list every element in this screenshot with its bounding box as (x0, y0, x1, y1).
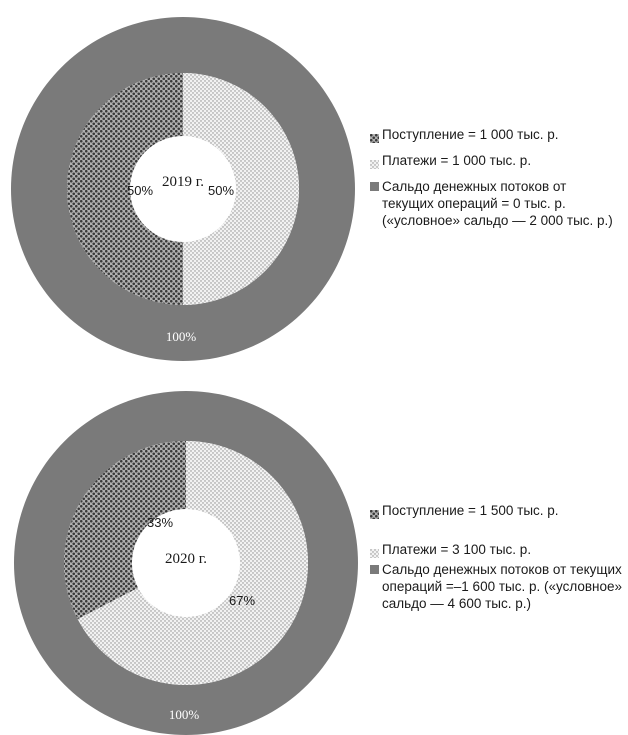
legend-2020: Поступление = 1 500 тыс. р. Платежи = 3 … (370, 502, 628, 621)
legend-label: Поступление = 1 000 тыс. р. (382, 127, 559, 142)
percent-label-payments: 67% (229, 593, 255, 608)
legend-label-line: текущих операций = 0 тыс. р. (382, 196, 566, 211)
legend-item-receipts: Поступление = 1 000 тыс. р. (370, 126, 625, 143)
inner-slice-receipts (67, 73, 183, 305)
legend-label: Поступление = 1 500 тыс. р. (382, 503, 559, 518)
donut-chart-2020: 33% 67% 100% 2020 г. (13, 391, 358, 735)
chart-year-title: 2020 г. (165, 551, 207, 567)
legend-label-line: операций =–1 600 тыс. р. («условное» (382, 579, 623, 594)
inner-slice-payments (183, 73, 299, 305)
percent-label-balance: 100% (169, 707, 200, 722)
legend-label-line: Сальдо денежных потоков от текущих (382, 562, 622, 577)
legend-label-line: сальдо — 4 600 тыс. р.) (382, 596, 531, 611)
legend-label-line: («условное» сальдо — 2 000 тыс. р.) (382, 213, 613, 228)
legend-item-receipts: Поступление = 1 500 тыс. р. (370, 502, 628, 519)
inner-slice-receipts (64, 441, 186, 620)
dense-dots-swatch-icon (370, 506, 379, 519)
percent-label-payments: 50% (208, 183, 234, 198)
solid-gray-swatch-icon (370, 182, 379, 191)
legend-item-payments: Платежи = 3 100 тыс. р. (370, 541, 628, 558)
percent-label-balance: 100% (166, 329, 197, 344)
percent-label-receipts: 50% (127, 183, 153, 198)
donut-chart-2019: 50% 50% 100% 2019 г. (10, 17, 355, 362)
dense-dots-swatch-icon (370, 130, 379, 143)
light-dots-swatch-icon (370, 545, 379, 558)
chart-year-title: 2019 г. (162, 174, 204, 190)
outer-ring-slice-balance (10, 17, 355, 362)
inner-slice-payments (77, 441, 308, 685)
light-dots-swatch-icon (370, 156, 379, 169)
legend-item-balance: Сальдо денежных потоков от текущих опера… (370, 178, 625, 229)
legend-label: Платежи = 3 100 тыс. р. (382, 542, 532, 557)
solid-gray-swatch-icon (370, 565, 379, 574)
legend-2019: Поступление = 1 000 тыс. р. Платежи = 1 … (370, 126, 625, 238)
legend-label-line: Сальдо денежных потоков от (382, 179, 567, 194)
legend-item-balance: Сальдо денежных потоков от текущих опера… (370, 561, 628, 612)
legend-item-payments: Платежи = 1 000 тыс. р. (370, 152, 625, 169)
legend-label: Платежи = 1 000 тыс. р. (382, 153, 532, 168)
percent-label-receipts: 33% (147, 515, 173, 530)
